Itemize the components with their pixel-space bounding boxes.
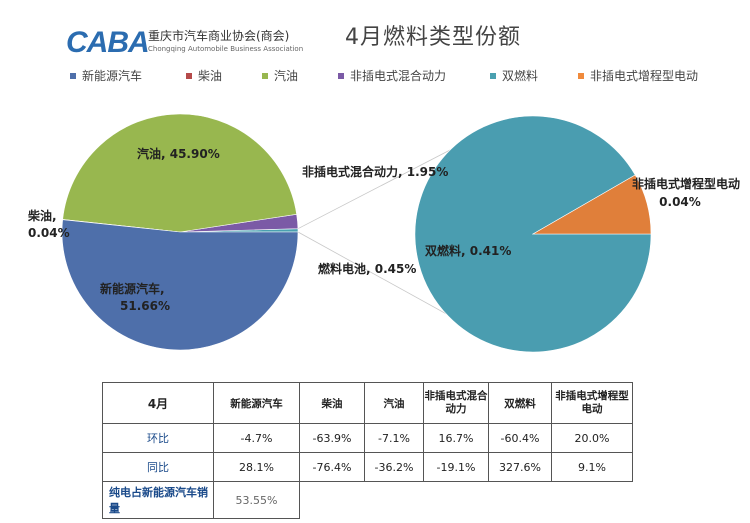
logo-english-name: Chongqing Automobile Business Associatio… <box>148 45 304 53</box>
table-cell: 327.6% <box>488 452 552 482</box>
chart-title: 4月燃料类型份额 <box>345 25 521 50</box>
legend-item-nev: 新能源汽车 <box>70 67 142 84</box>
data-label-gasoline: 汽油, 45.90% <box>137 146 220 161</box>
table-row-footer: 纯电占新能源汽车销量 53.55% <box>102 481 633 519</box>
data-label-erev-name: 非插电式增程型电动 <box>632 176 740 191</box>
row-label: 环比 <box>102 423 214 453</box>
table-cell: -36.2% <box>364 452 424 482</box>
legend-swatch <box>262 72 268 79</box>
footer-label: 纯电占新能源汽车销量 <box>102 481 214 519</box>
pie-slice-gasoline <box>62 113 298 233</box>
pie-slice-nev <box>61 219 299 351</box>
table-header-cell: 汽油 <box>364 382 424 424</box>
table-cell: -60.4% <box>488 423 552 453</box>
table-empty-area <box>300 482 633 519</box>
legend-item-gasoline: 汽油 <box>262 67 298 84</box>
legend-item-hybrid: 非插电式混合动力 <box>338 67 446 84</box>
data-label-fuelcell: 燃料电池, 0.45% <box>318 261 416 276</box>
legend-swatch <box>578 72 584 79</box>
table-cell: 9.1% <box>551 452 633 482</box>
data-label-diesel-name: 柴油, <box>27 208 57 223</box>
table-row: 同比 28.1% -76.4% -36.2% -19.1% 327.6% 9.1… <box>102 452 633 482</box>
data-label-dualfuel: 双燃料, 0.41% <box>425 243 511 258</box>
table-header-cell: 柴油 <box>299 382 365 424</box>
table-cell: 20.0% <box>551 423 633 453</box>
legend-label: 新能源汽车 <box>82 69 143 83</box>
legend-label: 汽油 <box>274 69 299 83</box>
table-cell: -4.7% <box>213 423 300 453</box>
logo: CABA 重庆市汽车商业协会(商会) Chongqing Automobile … <box>66 24 316 64</box>
legend-label: 双燃料 <box>502 69 539 83</box>
legend-label: 柴油 <box>198 69 223 83</box>
table-header-cell: 新能源汽车 <box>213 382 300 424</box>
legend-swatch <box>490 72 496 79</box>
stats-table: 4月 新能源汽车 柴油 汽油 非插电式混合动力 双燃料 非插电式增程型电动 环比… <box>102 382 633 519</box>
chart-legend: 新能源汽车 柴油 汽油 非插电式混合动力 双燃料 非插电式增程型电动 <box>70 67 740 87</box>
logo-chinese-name: 重庆市汽车商业协会(商会) <box>148 29 290 43</box>
legend-label: 非插电式增程型电动 <box>590 69 699 83</box>
pie-of-pie-chart: 汽油, 45.90% 柴油, 0.04% 新能源汽车, 51.66% 非插电式混… <box>27 113 740 353</box>
table-header-cell: 非插电式增程型电动 <box>551 382 633 424</box>
table-cell: -63.9% <box>299 423 365 453</box>
table-cell: -19.1% <box>423 452 489 482</box>
legend-swatch <box>70 72 76 79</box>
table-row: 环比 -4.7% -63.9% -7.1% 16.7% -60.4% 20.0% <box>102 423 633 453</box>
table-cell: -76.4% <box>299 452 365 482</box>
legend-swatch <box>186 72 192 79</box>
legend-swatch <box>338 72 344 79</box>
sub-pie <box>414 115 652 353</box>
table-header-cell: 双燃料 <box>488 382 552 424</box>
data-label-erev-value: 0.04% <box>659 195 701 209</box>
data-label-nev-value: 51.66% <box>120 299 170 313</box>
table-cell: 16.7% <box>423 423 489 453</box>
table-cell: -7.1% <box>364 423 424 453</box>
data-label-nev-name: 新能源汽车, <box>100 281 165 296</box>
row-label: 同比 <box>102 452 214 482</box>
table-header-cell: 非插电式混合动力 <box>423 382 489 424</box>
data-label-hybrid: 非插电式混合动力, 1.95% <box>302 164 448 179</box>
legend-item-diesel: 柴油 <box>186 67 222 84</box>
sub-pie-slice-erev <box>531 174 652 235</box>
logo-mark: CABA <box>66 26 150 59</box>
table-cell: 28.1% <box>213 452 300 482</box>
table-header-row: 4月 新能源汽车 柴油 汽油 非插电式混合动力 双燃料 非插电式增程型电动 <box>102 382 633 424</box>
main-pie <box>61 113 299 351</box>
data-label-diesel-value: 0.04% <box>28 226 70 240</box>
table-header-cell: 4月 <box>102 382 214 424</box>
footer-value: 53.55% <box>213 481 300 519</box>
sub-pie-slice-dualfuel <box>414 115 652 353</box>
legend-item-erev: 非插电式增程型电动 <box>578 67 698 84</box>
legend-label: 非插电式混合动力 <box>350 69 447 83</box>
legend-item-dualfuel: 双燃料 <box>490 67 538 84</box>
